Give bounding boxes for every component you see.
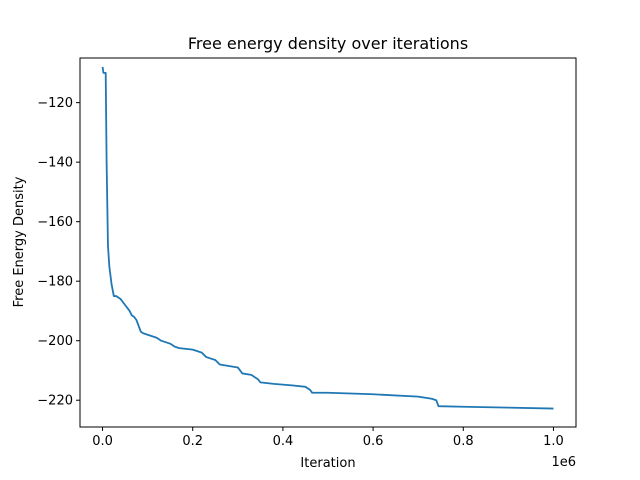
x-tick-label: 0.6	[363, 434, 384, 449]
x-tick-label: 0.0	[92, 434, 113, 449]
x-tick-label: 1.0	[543, 434, 564, 449]
y-tick-label: −200	[37, 334, 73, 349]
y-tick-label: −160	[37, 215, 73, 230]
chart-title: Free energy density over iterations	[188, 34, 468, 53]
series-line-0	[101, 66, 554, 410]
x-tick-label: 0.4	[273, 434, 294, 449]
x-axis-offset-label: 1e6	[551, 455, 576, 470]
x-tick-label: 0.8	[453, 434, 474, 449]
y-axis-label: Free Energy Density	[12, 176, 27, 307]
axes-frame	[79, 57, 577, 428]
x-axis: 0.0 0.2 0.4 0.6 0.8 1.0	[92, 427, 564, 449]
plot-area	[101, 66, 554, 410]
y-tick-label: −180	[37, 275, 73, 290]
x-tick-label: 0.2	[182, 434, 203, 449]
x-axis-label: Iteration	[300, 456, 355, 471]
y-tick-label: −140	[37, 156, 73, 171]
y-tick-label: −220	[37, 394, 73, 409]
y-axis: −120 −140 −160 −180 −200 −220	[37, 96, 80, 409]
y-tick-label: −120	[37, 96, 73, 111]
